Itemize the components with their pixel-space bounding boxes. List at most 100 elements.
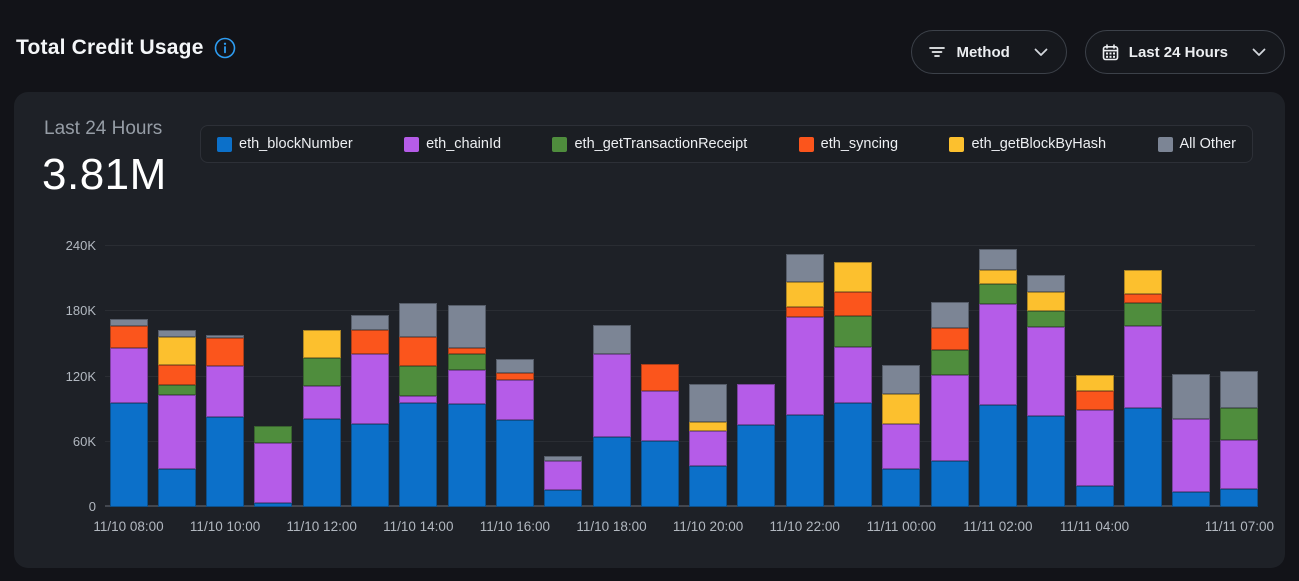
bar-segment-All Other[interactable] xyxy=(109,318,148,327)
bar-segment-eth_blockNumber[interactable] xyxy=(978,404,1017,507)
bar-11-11-00-00[interactable] xyxy=(882,364,921,507)
bar-segment-eth_chainId[interactable] xyxy=(882,424,921,469)
bar-segment-eth_chainId[interactable] xyxy=(109,348,148,403)
legend-item-eth_getTransactionReceipt[interactable]: eth_getTransactionReceipt xyxy=(552,136,747,152)
bar-segment-eth_syncing[interactable] xyxy=(930,327,969,351)
bar-segment-eth_getTransactionReceipt[interactable] xyxy=(399,365,438,397)
legend-item-eth_blockNumber[interactable]: eth_blockNumber xyxy=(217,136,353,152)
bar-segment-eth_blockNumber[interactable] xyxy=(109,402,148,507)
bar-segment-All Other[interactable] xyxy=(544,455,583,462)
bar-segment-eth_chainId[interactable] xyxy=(930,375,969,462)
bar-segment-eth_blockNumber[interactable] xyxy=(1172,491,1211,507)
bar-segment-eth_getBlockByHash[interactable] xyxy=(978,270,1017,285)
bar-segment-eth_syncing[interactable] xyxy=(399,337,438,366)
bar-segment-All Other[interactable] xyxy=(157,329,196,338)
bar-segment-All Other[interactable] xyxy=(689,384,728,423)
bar-11-10-08-00[interactable] xyxy=(109,318,148,507)
bar-segment-eth_blockNumber[interactable] xyxy=(399,402,438,507)
bar-segment-eth_getTransactionReceipt[interactable] xyxy=(1027,311,1066,327)
bar-11-11-04-00[interactable] xyxy=(1075,375,1114,507)
bar-segment-eth_chainId[interactable] xyxy=(1172,418,1211,492)
bar-segment-eth_blockNumber[interactable] xyxy=(930,461,969,507)
bar-segment-eth_getTransactionReceipt[interactable] xyxy=(834,315,872,348)
bar-segment-eth_blockNumber[interactable] xyxy=(1075,486,1114,507)
bar-11-10-17-00[interactable] xyxy=(544,455,583,507)
bar-segment-eth_blockNumber[interactable] xyxy=(544,489,583,507)
bar-segment-eth_getTransactionReceipt[interactable] xyxy=(930,350,969,376)
bar-segment-All Other[interactable] xyxy=(495,359,534,374)
legend-item-eth_chainId[interactable]: eth_chainId xyxy=(404,136,501,152)
bar-segment-eth_blockNumber[interactable] xyxy=(785,414,824,507)
bar-segment-eth_chainId[interactable] xyxy=(834,347,872,403)
bar-segment-All Other[interactable] xyxy=(447,304,486,349)
bar-segment-eth_blockNumber[interactable] xyxy=(640,440,679,507)
bar-11-10-16-00[interactable] xyxy=(495,359,534,507)
bar-segment-eth_syncing[interactable] xyxy=(640,363,679,391)
bar-segment-eth_syncing[interactable] xyxy=(351,329,389,354)
bar-11-10-13-00[interactable] xyxy=(351,314,389,507)
time-range-button[interactable]: Last 24 Hours xyxy=(1084,30,1285,74)
bar-segment-All Other[interactable] xyxy=(592,325,631,354)
bar-segment-eth_blockNumber[interactable] xyxy=(1027,415,1066,507)
bar-segment-eth_blockNumber[interactable] xyxy=(447,403,486,507)
bar-segment-eth_blockNumber[interactable] xyxy=(882,468,921,507)
bar-segment-eth_syncing[interactable] xyxy=(1123,293,1162,303)
bar-segment-eth_getBlockByHash[interactable] xyxy=(1075,375,1114,391)
bar-11-10-19-00[interactable] xyxy=(640,363,679,507)
bar-segment-eth_chainId[interactable] xyxy=(640,390,679,441)
bar-segment-eth_blockNumber[interactable] xyxy=(1220,488,1259,507)
bar-segment-eth_blockNumber[interactable] xyxy=(206,416,245,507)
bar-11-10-09-00[interactable] xyxy=(157,329,196,507)
bar-segment-eth_getBlockByHash[interactable] xyxy=(882,393,921,425)
bar-segment-eth_chainId[interactable] xyxy=(1027,326,1066,416)
bar-11-10-14-00[interactable] xyxy=(399,302,438,507)
bar-11-10-23-00[interactable] xyxy=(834,262,872,507)
bar-segment-eth_getTransactionReceipt[interactable] xyxy=(447,353,486,371)
bar-segment-eth_syncing[interactable] xyxy=(447,348,486,354)
bar-segment-eth_getTransactionReceipt[interactable] xyxy=(157,385,196,396)
info-icon[interactable] xyxy=(214,37,236,59)
bar-segment-eth_syncing[interactable] xyxy=(834,291,872,316)
bar-11-10-22-00[interactable] xyxy=(785,253,824,507)
bar-segment-eth_chainId[interactable] xyxy=(399,396,438,403)
bar-segment-eth_syncing[interactable] xyxy=(109,326,148,349)
bar-segment-eth_getBlockByHash[interactable] xyxy=(689,422,728,431)
bar-segment-All Other[interactable] xyxy=(351,314,389,330)
bar-segment-eth_getBlockByHash[interactable] xyxy=(785,281,824,307)
legend-item-All-Other[interactable]: All Other xyxy=(1157,136,1236,152)
bar-11-10-18-00[interactable] xyxy=(592,325,631,507)
bar-segment-eth_syncing[interactable] xyxy=(495,373,534,380)
method-filter-button[interactable]: Method xyxy=(911,30,1067,74)
legend-item-eth_getBlockByHash[interactable]: eth_getBlockByHash xyxy=(949,136,1106,152)
bar-segment-eth_chainId[interactable] xyxy=(737,384,776,426)
bar-segment-eth_blockNumber[interactable] xyxy=(689,465,728,507)
bar-segment-eth_chainId[interactable] xyxy=(785,316,824,415)
bar-11-10-11-00[interactable] xyxy=(254,425,293,507)
bar-segment-eth_chainId[interactable] xyxy=(544,461,583,490)
bar-segment-All Other[interactable] xyxy=(1220,371,1259,409)
bar-segment-eth_chainId[interactable] xyxy=(495,379,534,420)
bar-segment-eth_blockNumber[interactable] xyxy=(834,402,872,507)
bar-11-10-12-00[interactable] xyxy=(302,329,341,507)
bar-segment-eth_blockNumber[interactable] xyxy=(254,502,293,507)
bar-segment-eth_chainId[interactable] xyxy=(1123,326,1162,408)
bar-segment-eth_chainId[interactable] xyxy=(592,353,631,438)
bar-11-10-20-00[interactable] xyxy=(689,384,728,507)
bar-11-11-03-00[interactable] xyxy=(1027,275,1066,507)
bar-segment-eth_chainId[interactable] xyxy=(302,386,341,419)
bar-segment-All Other[interactable] xyxy=(882,364,921,394)
bar-segment-eth_syncing[interactable] xyxy=(785,306,824,317)
bar-11-10-10-00[interactable] xyxy=(206,335,245,507)
bar-segment-eth_getBlockByHash[interactable] xyxy=(834,262,872,292)
bar-segment-eth_getTransactionReceipt[interactable] xyxy=(254,425,293,443)
bar-segment-All Other[interactable] xyxy=(1027,275,1066,292)
legend-item-eth_syncing[interactable]: eth_syncing xyxy=(798,136,898,152)
bar-segment-eth_getBlockByHash[interactable] xyxy=(302,329,341,359)
bar-segment-eth_chainId[interactable] xyxy=(1075,410,1114,487)
bar-segment-eth_syncing[interactable] xyxy=(157,364,196,386)
bar-segment-All Other[interactable] xyxy=(399,302,438,338)
bar-segment-eth_syncing[interactable] xyxy=(1075,390,1114,411)
bar-segment-eth_blockNumber[interactable] xyxy=(1123,408,1162,507)
bar-segment-eth_blockNumber[interactable] xyxy=(302,418,341,507)
bar-segment-eth_chainId[interactable] xyxy=(206,365,245,417)
